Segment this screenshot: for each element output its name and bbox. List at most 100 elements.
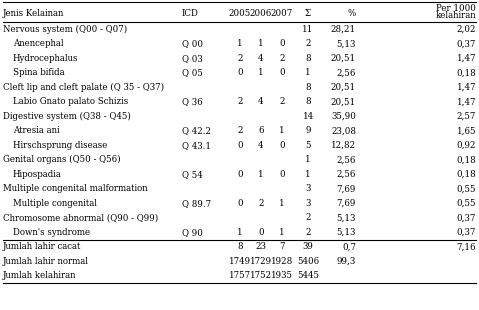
Text: Q 54: Q 54	[182, 170, 203, 179]
Text: 0,92: 0,92	[456, 141, 476, 150]
Text: 23,08: 23,08	[331, 126, 356, 135]
Text: 5,13: 5,13	[337, 39, 356, 48]
Text: Chromosome abnormal (Q90 - Q99): Chromosome abnormal (Q90 - Q99)	[3, 213, 158, 222]
Text: 1,47: 1,47	[456, 83, 476, 92]
Text: Multiple congenital malformation: Multiple congenital malformation	[3, 184, 148, 193]
Text: 1: 1	[258, 170, 264, 179]
Text: 20,51: 20,51	[331, 54, 356, 63]
Text: 0,18: 0,18	[456, 155, 476, 164]
Text: 8: 8	[237, 242, 243, 251]
Text: 4: 4	[258, 97, 264, 106]
Text: 7: 7	[279, 242, 285, 251]
Text: ICD: ICD	[182, 10, 199, 19]
Text: 0: 0	[237, 68, 243, 77]
Text: Q 42.2: Q 42.2	[182, 126, 211, 135]
Text: 20,51: 20,51	[331, 97, 356, 106]
Text: 2: 2	[237, 54, 243, 63]
Text: Q 90: Q 90	[182, 228, 203, 237]
Text: 2006: 2006	[250, 10, 272, 19]
Text: 0,18: 0,18	[456, 68, 476, 77]
Text: 4: 4	[258, 54, 264, 63]
Text: Hirschsprung disease: Hirschsprung disease	[13, 141, 107, 150]
Text: 3: 3	[305, 199, 311, 208]
Text: 5445: 5445	[297, 271, 319, 280]
Text: 1729: 1729	[250, 257, 272, 266]
Text: Q 03: Q 03	[182, 54, 203, 63]
Text: 1: 1	[237, 39, 243, 48]
Text: Multiple congenital: Multiple congenital	[13, 199, 97, 208]
Text: 9: 9	[305, 126, 311, 135]
Text: Q 36: Q 36	[182, 97, 203, 106]
Text: 2: 2	[237, 97, 243, 106]
Text: 5: 5	[305, 141, 311, 150]
Text: 8: 8	[305, 54, 311, 63]
Text: Anencephal: Anencephal	[13, 39, 64, 48]
Text: 2005: 2005	[229, 10, 251, 19]
Text: Genital organs (Q50 - Q56): Genital organs (Q50 - Q56)	[3, 155, 121, 164]
Text: 1: 1	[279, 228, 285, 237]
Text: Q 05: Q 05	[182, 68, 203, 77]
Text: 3: 3	[305, 184, 311, 193]
Text: 7,16: 7,16	[456, 242, 476, 251]
Text: 2,57: 2,57	[456, 112, 476, 121]
Text: 0,37: 0,37	[456, 39, 476, 48]
Text: 7,69: 7,69	[337, 184, 356, 193]
Text: 0: 0	[237, 141, 243, 150]
Text: Hydrocephalus: Hydrocephalus	[13, 54, 79, 63]
Text: 2: 2	[237, 126, 243, 135]
Text: 2: 2	[305, 39, 311, 48]
Text: 1: 1	[305, 170, 311, 179]
Text: 2: 2	[279, 97, 285, 106]
Text: 2: 2	[305, 213, 311, 222]
Text: Nervous system (Q00 - Q07): Nervous system (Q00 - Q07)	[3, 25, 127, 34]
Text: 2: 2	[258, 199, 264, 208]
Text: 23: 23	[256, 242, 266, 251]
Text: Down's syndrome: Down's syndrome	[13, 228, 90, 237]
Text: 11: 11	[302, 25, 314, 34]
Text: 1: 1	[279, 126, 285, 135]
Text: 20,51: 20,51	[331, 83, 356, 92]
Text: Q 43.1: Q 43.1	[182, 141, 211, 150]
Text: 1,47: 1,47	[456, 54, 476, 63]
Text: Jenis Kelainan: Jenis Kelainan	[3, 10, 64, 19]
Text: Per 1000: Per 1000	[436, 4, 476, 13]
Text: 14: 14	[302, 112, 314, 121]
Text: %: %	[348, 10, 356, 19]
Text: 0: 0	[279, 141, 285, 150]
Text: 8: 8	[305, 97, 311, 106]
Text: 28,21: 28,21	[331, 25, 356, 34]
Text: 1: 1	[279, 199, 285, 208]
Text: 2: 2	[279, 54, 285, 63]
Text: Q 89.7: Q 89.7	[182, 199, 211, 208]
Text: 1749: 1749	[229, 257, 251, 266]
Text: 0: 0	[258, 228, 264, 237]
Text: 4: 4	[258, 141, 264, 150]
Text: 99,3: 99,3	[337, 257, 356, 266]
Text: 0,37: 0,37	[456, 228, 476, 237]
Text: 2,56: 2,56	[337, 155, 356, 164]
Text: 1: 1	[237, 228, 243, 237]
Text: 12,82: 12,82	[331, 141, 356, 150]
Text: 0,55: 0,55	[456, 199, 476, 208]
Text: Σ: Σ	[305, 10, 311, 19]
Text: 1928: 1928	[271, 257, 293, 266]
Text: 0,37: 0,37	[456, 213, 476, 222]
Text: 8: 8	[305, 83, 311, 92]
Text: 6: 6	[258, 126, 264, 135]
Text: 1,65: 1,65	[456, 126, 476, 135]
Text: 2,56: 2,56	[337, 170, 356, 179]
Text: 35,90: 35,90	[331, 112, 356, 121]
Text: 5,13: 5,13	[337, 228, 356, 237]
Text: 0: 0	[279, 39, 285, 48]
Text: Hipospadia: Hipospadia	[13, 170, 62, 179]
Text: 1: 1	[305, 155, 311, 164]
Text: kelahiran: kelahiran	[435, 11, 476, 20]
Text: Atresia ani: Atresia ani	[13, 126, 59, 135]
Text: 7,69: 7,69	[337, 199, 356, 208]
Text: 39: 39	[303, 242, 313, 251]
Text: Q 00: Q 00	[182, 39, 203, 48]
Text: 1: 1	[258, 39, 264, 48]
Text: Jumlah kelahiran: Jumlah kelahiran	[3, 271, 77, 280]
Text: 0: 0	[279, 68, 285, 77]
Text: 0: 0	[237, 199, 243, 208]
